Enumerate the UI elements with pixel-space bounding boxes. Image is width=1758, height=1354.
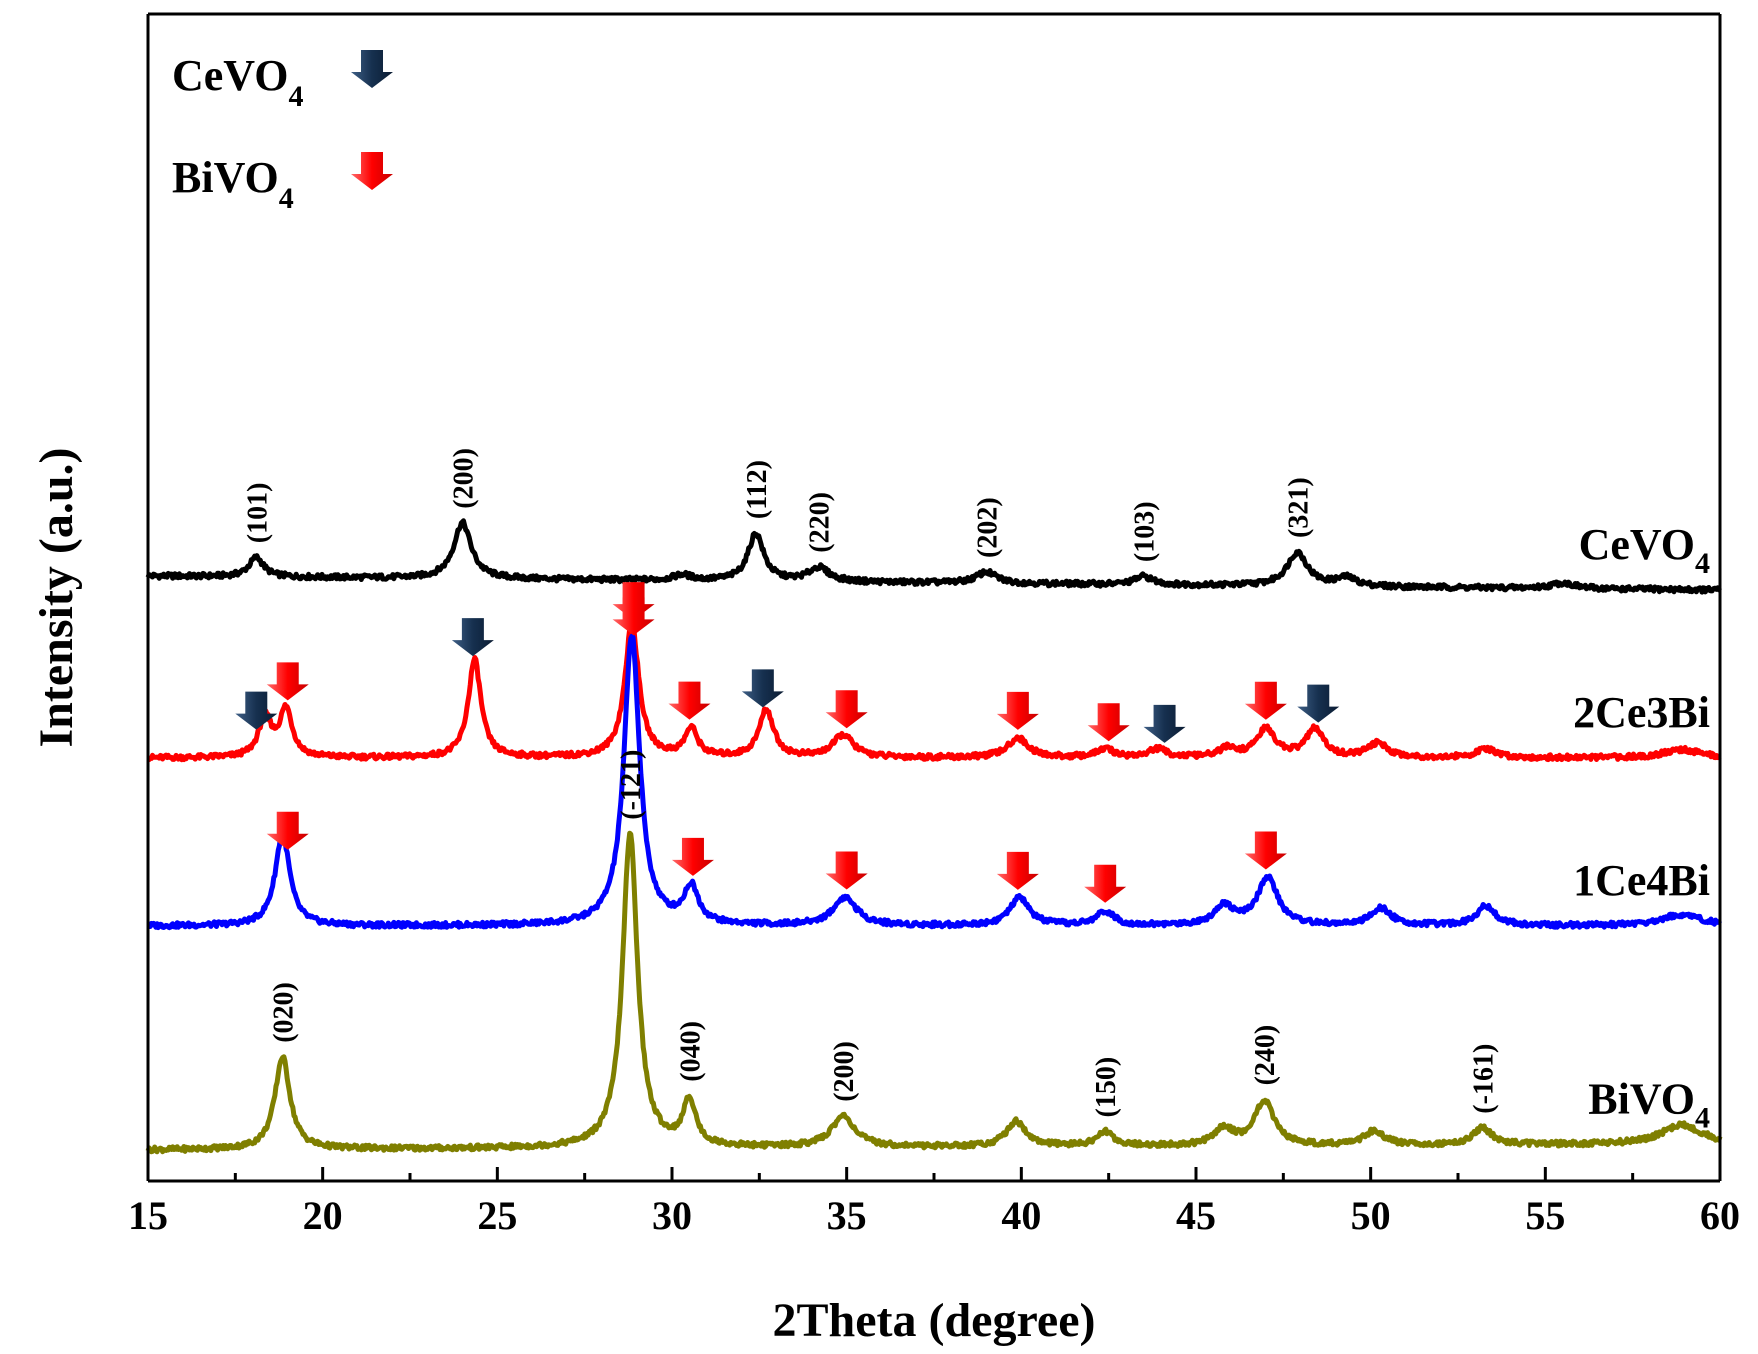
axis-layer: 15 20 25 30 35 40 45 50 55 60 2Theta (degree) Inten… [30,12,1740,1347]
annotation-cevo4-101: (101) [242,483,273,544]
x-tick-label-40: 40 [1001,1193,1041,1238]
arrow-2ce3bi-7 [996,691,1039,730]
series-1ce4bi [146,633,1723,931]
annotation-bivo4-040: (040) [676,1021,707,1082]
x-tick-label-45: 45 [1176,1193,1216,1238]
arrow-2ce3bi-8 [1087,703,1130,742]
arrow-2ce3bi-1 [266,662,309,701]
arrow-2ce3bi-10 [1244,681,1287,720]
arrow-2ce3bi-0 [235,691,278,730]
annotation-cevo4-202: (202) [972,497,1003,558]
x-tick-label-20: 20 [303,1193,343,1238]
legend-arrow-icon [351,152,393,190]
x-tick-label-55: 55 [1525,1193,1565,1238]
arrow-1ce4bi-2 [671,837,714,876]
arrow-2ce3bi-2 [451,618,494,657]
series-label-2ce3bi: 2Ce3Bi [1573,688,1710,737]
arrow-2ce3bi-6 [825,690,868,729]
legend-label: BiVO4 [172,153,294,215]
annotation-bivo4-150: (150) [1091,1057,1122,1118]
x-tick-label-50: 50 [1351,1193,1391,1238]
x-tick-label-35: 35 [827,1193,867,1238]
x-tick-label-30: 30 [652,1193,692,1238]
annotation-bivo4-020: (020) [269,982,300,1043]
annotation-cevo4-220: (220) [805,492,836,553]
series-layer [145,518,1723,1155]
trace-2ce3bi [146,619,1722,763]
legend-label: CeVO4 [172,51,303,113]
annotation-bivo4-161: (-161) [1469,1044,1500,1114]
legend-item-bivo4: BiVO4 [172,152,393,215]
series-label-cevo4: CeVO4 [1579,520,1710,580]
x-tick-label-60: 60 [1700,1193,1740,1238]
arrow-2ce3bi-5 [741,669,784,708]
arrow-1ce4bi-6 [1244,831,1287,870]
series-label-bivo4: BiVO4 [1588,1075,1710,1135]
arrow-1ce4bi-0 [266,811,309,850]
x-tick-label-15: 15 [128,1193,168,1238]
y-axis-title: Intensity (a.u.) [30,447,83,747]
arrow-2ce3bi-11 [1297,684,1340,723]
legend-layer: CeVO4 BiVO4 [172,50,393,215]
annotation-bivo4-121: (-121) [616,750,647,820]
annotation-cevo4-321: (321) [1283,477,1314,538]
series-2ce3bi [146,619,1722,763]
x-axis-title: 2Theta (degree) [772,1294,1095,1347]
arrow-2ce3bi-9 [1143,704,1186,743]
annotation-cevo4-103: (103) [1130,501,1161,562]
annotation-cevo4-112: (112) [742,460,773,519]
annotation-cevo4-200: (200) [448,448,479,509]
series-cevo4 [145,518,1722,595]
legend-item-cevo4: CeVO4 [172,50,393,113]
series-bivo4 [145,830,1723,1155]
x-tick-label-25: 25 [477,1193,517,1238]
annotation-bivo4-240: (240) [1250,1025,1281,1086]
annotation-bivo4-200: (200) [829,1041,860,1102]
arrow-1ce4bi-4 [996,851,1039,890]
legend-arrow-icon [351,50,393,88]
label-layer: CeVO4 (101) (200) (112) (220) (202) (103) (321)… [235,448,1710,1135]
arrow-1ce4bi-5 [1084,864,1127,903]
arrow-1ce4bi-1 [612,597,655,636]
arrow-2ce3bi-4 [668,681,711,720]
arrow-1ce4bi-3 [825,851,868,890]
trace-1ce4bi [146,633,1723,931]
series-label-1ce4bi: 1Ce4Bi [1573,856,1710,905]
trace-cevo4 [145,518,1722,595]
trace-bivo4 [145,830,1723,1155]
